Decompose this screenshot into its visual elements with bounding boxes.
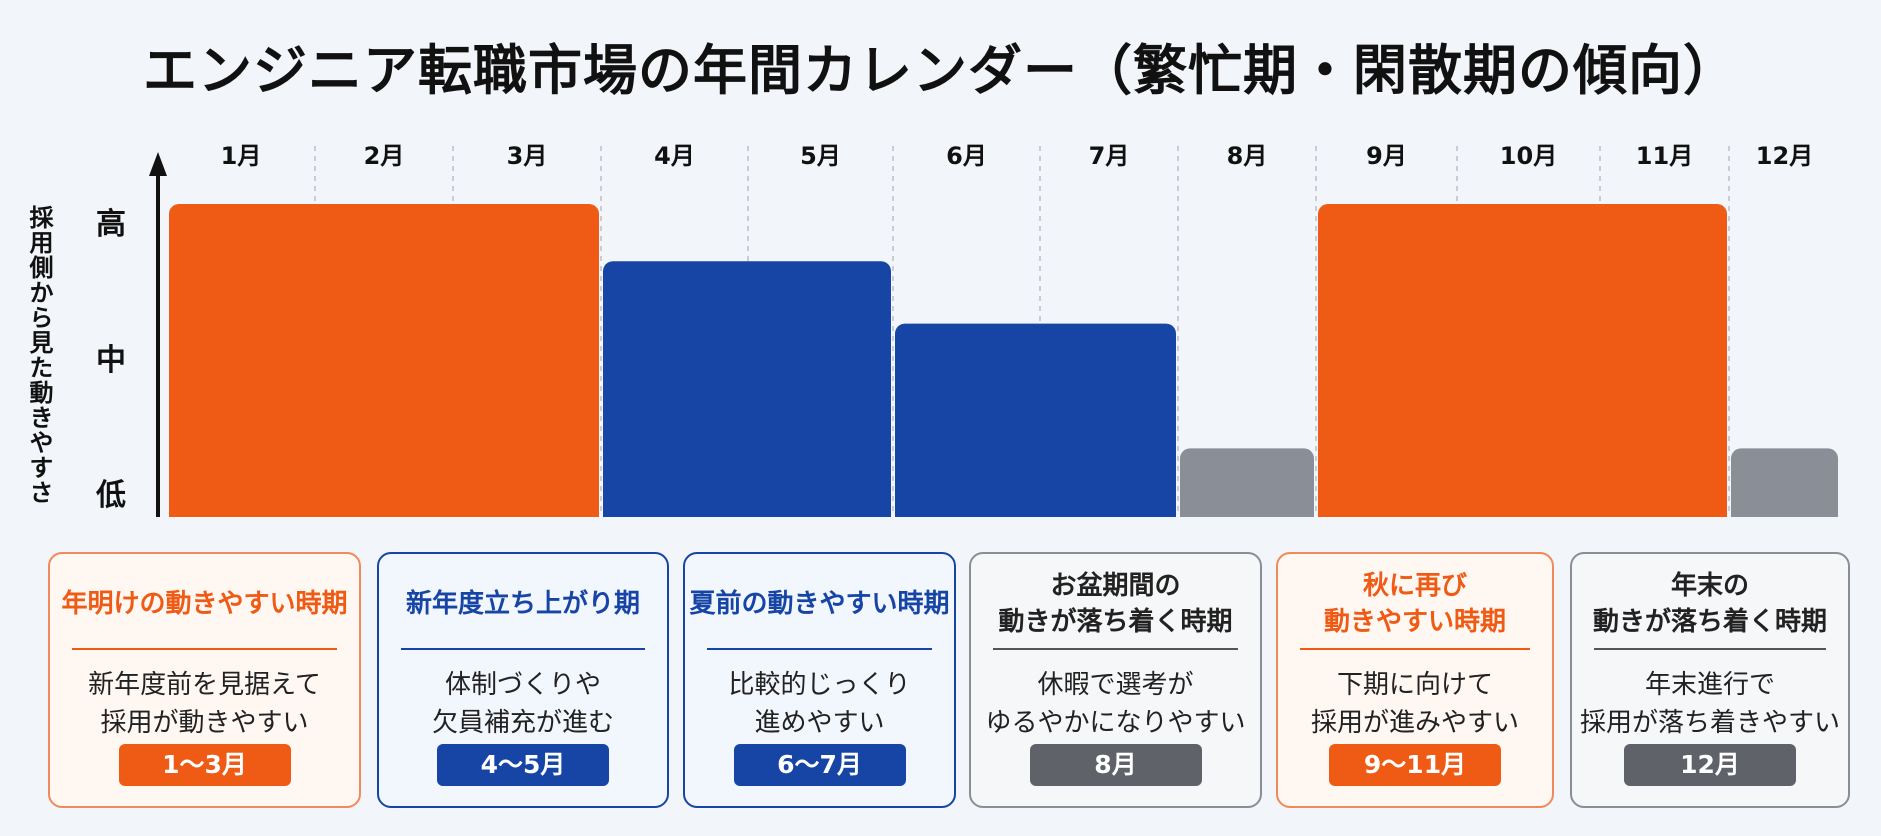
x-tick-label: 11月 (1636, 142, 1693, 170)
bar-base (169, 504, 599, 517)
x-tick-label: 9月 (1366, 142, 1407, 170)
bar-base (603, 504, 891, 517)
bar-8月 (1180, 448, 1314, 517)
card-divider (72, 648, 337, 650)
x-tick-label: 6月 (946, 142, 987, 170)
card-title: 年末の 動きが落ち着く時期 (1592, 571, 1827, 637)
period-badge: 6〜7月 (733, 744, 906, 786)
period-card: お盆期間の 動きが落ち着く時期 休暇で選考が ゆるやかになりやすい 8月 (969, 552, 1262, 808)
card-description: 年末進行で 採用が落ち着きやすい (1579, 670, 1840, 738)
bar-12月 (1731, 448, 1838, 517)
bar-base (1318, 504, 1727, 517)
y-tick-label: 高 (96, 207, 126, 242)
card-title: お盆期間の 動きが落ち着く時期 (998, 571, 1233, 637)
card-description: 下期に向けて 採用が進みやすい (1310, 670, 1519, 738)
page-title: エンジニア転職市場の年間カレンダー（繁忙期・閑散期の傾向） (143, 39, 1738, 102)
bar-base (1180, 504, 1314, 517)
card-divider (401, 648, 645, 650)
x-tick-label: 4月 (654, 142, 695, 170)
period-card: 新年度立ち上がり期体制づくりや 欠員補充が進む 4〜5月 (377, 552, 669, 808)
bar-base (895, 504, 1176, 517)
x-tick-label: 5月 (800, 142, 841, 170)
card-divider (707, 648, 932, 650)
bar-6月-7月 (895, 323, 1176, 517)
bar-1月-3月 (169, 204, 599, 517)
card-description: 新年度前を見据えて 採用が動きやすい (88, 670, 321, 738)
card-title: 年明けの動きやすい時期 (61, 589, 348, 619)
x-tick-label: 10月 (1500, 142, 1557, 170)
period-card: 夏前の動きやすい時期比較的じっくり 進めやすい 6〜7月 (683, 552, 956, 808)
bar-base (1731, 504, 1838, 517)
period-card: 年末の 動きが落ち着く時期 年末進行で 採用が落ち着きやすい 12月 (1570, 552, 1850, 808)
card-title: 秋に再び 動きやすい時期 (1323, 571, 1506, 637)
card-divider (1300, 648, 1530, 650)
card-description: 休暇で選考が ゆるやかになりやすい (985, 670, 1246, 738)
period-badge: 8月 (1029, 744, 1202, 786)
period-badge: 9〜11月 (1329, 744, 1501, 786)
bar-4月-5月 (603, 261, 891, 517)
x-tick-label: 2月 (364, 142, 405, 170)
x-tick-label: 7月 (1089, 142, 1130, 170)
card-description: 体制づくりや 欠員補充が進む (431, 670, 614, 738)
card-divider (993, 648, 1238, 650)
period-card: 秋に再び 動きやすい時期 下期に向けて 採用が進みやすい 9〜11月 (1276, 552, 1554, 808)
y-tick-label: 中 (96, 343, 126, 378)
period-badge: 1〜3月 (118, 744, 291, 786)
period-badge: 4〜5月 (437, 744, 609, 786)
x-tick-label: 12月 (1756, 142, 1813, 170)
x-tick-label: 3月 (507, 142, 548, 170)
card-title: 夏前の動きやすい時期 (689, 589, 950, 619)
y-tick-label: 低 (95, 478, 126, 513)
card-description: 比較的じっくり 進めやすい (728, 670, 911, 738)
y-axis-arrow (149, 152, 167, 176)
bar-9月-11月 (1318, 204, 1727, 517)
card-title: 新年度立ち上がり期 (405, 589, 640, 619)
x-tick-label: 8月 (1227, 142, 1268, 170)
x-tick-label: 1月 (221, 142, 262, 170)
y-axis-label: 採用側から見た動きやすさ (25, 205, 53, 505)
period-card: 年明けの動きやすい時期新年度前を見据えて 採用が動きやすい 1〜3月 (48, 552, 361, 808)
card-divider (1594, 648, 1826, 650)
period-badge: 12月 (1624, 744, 1796, 786)
